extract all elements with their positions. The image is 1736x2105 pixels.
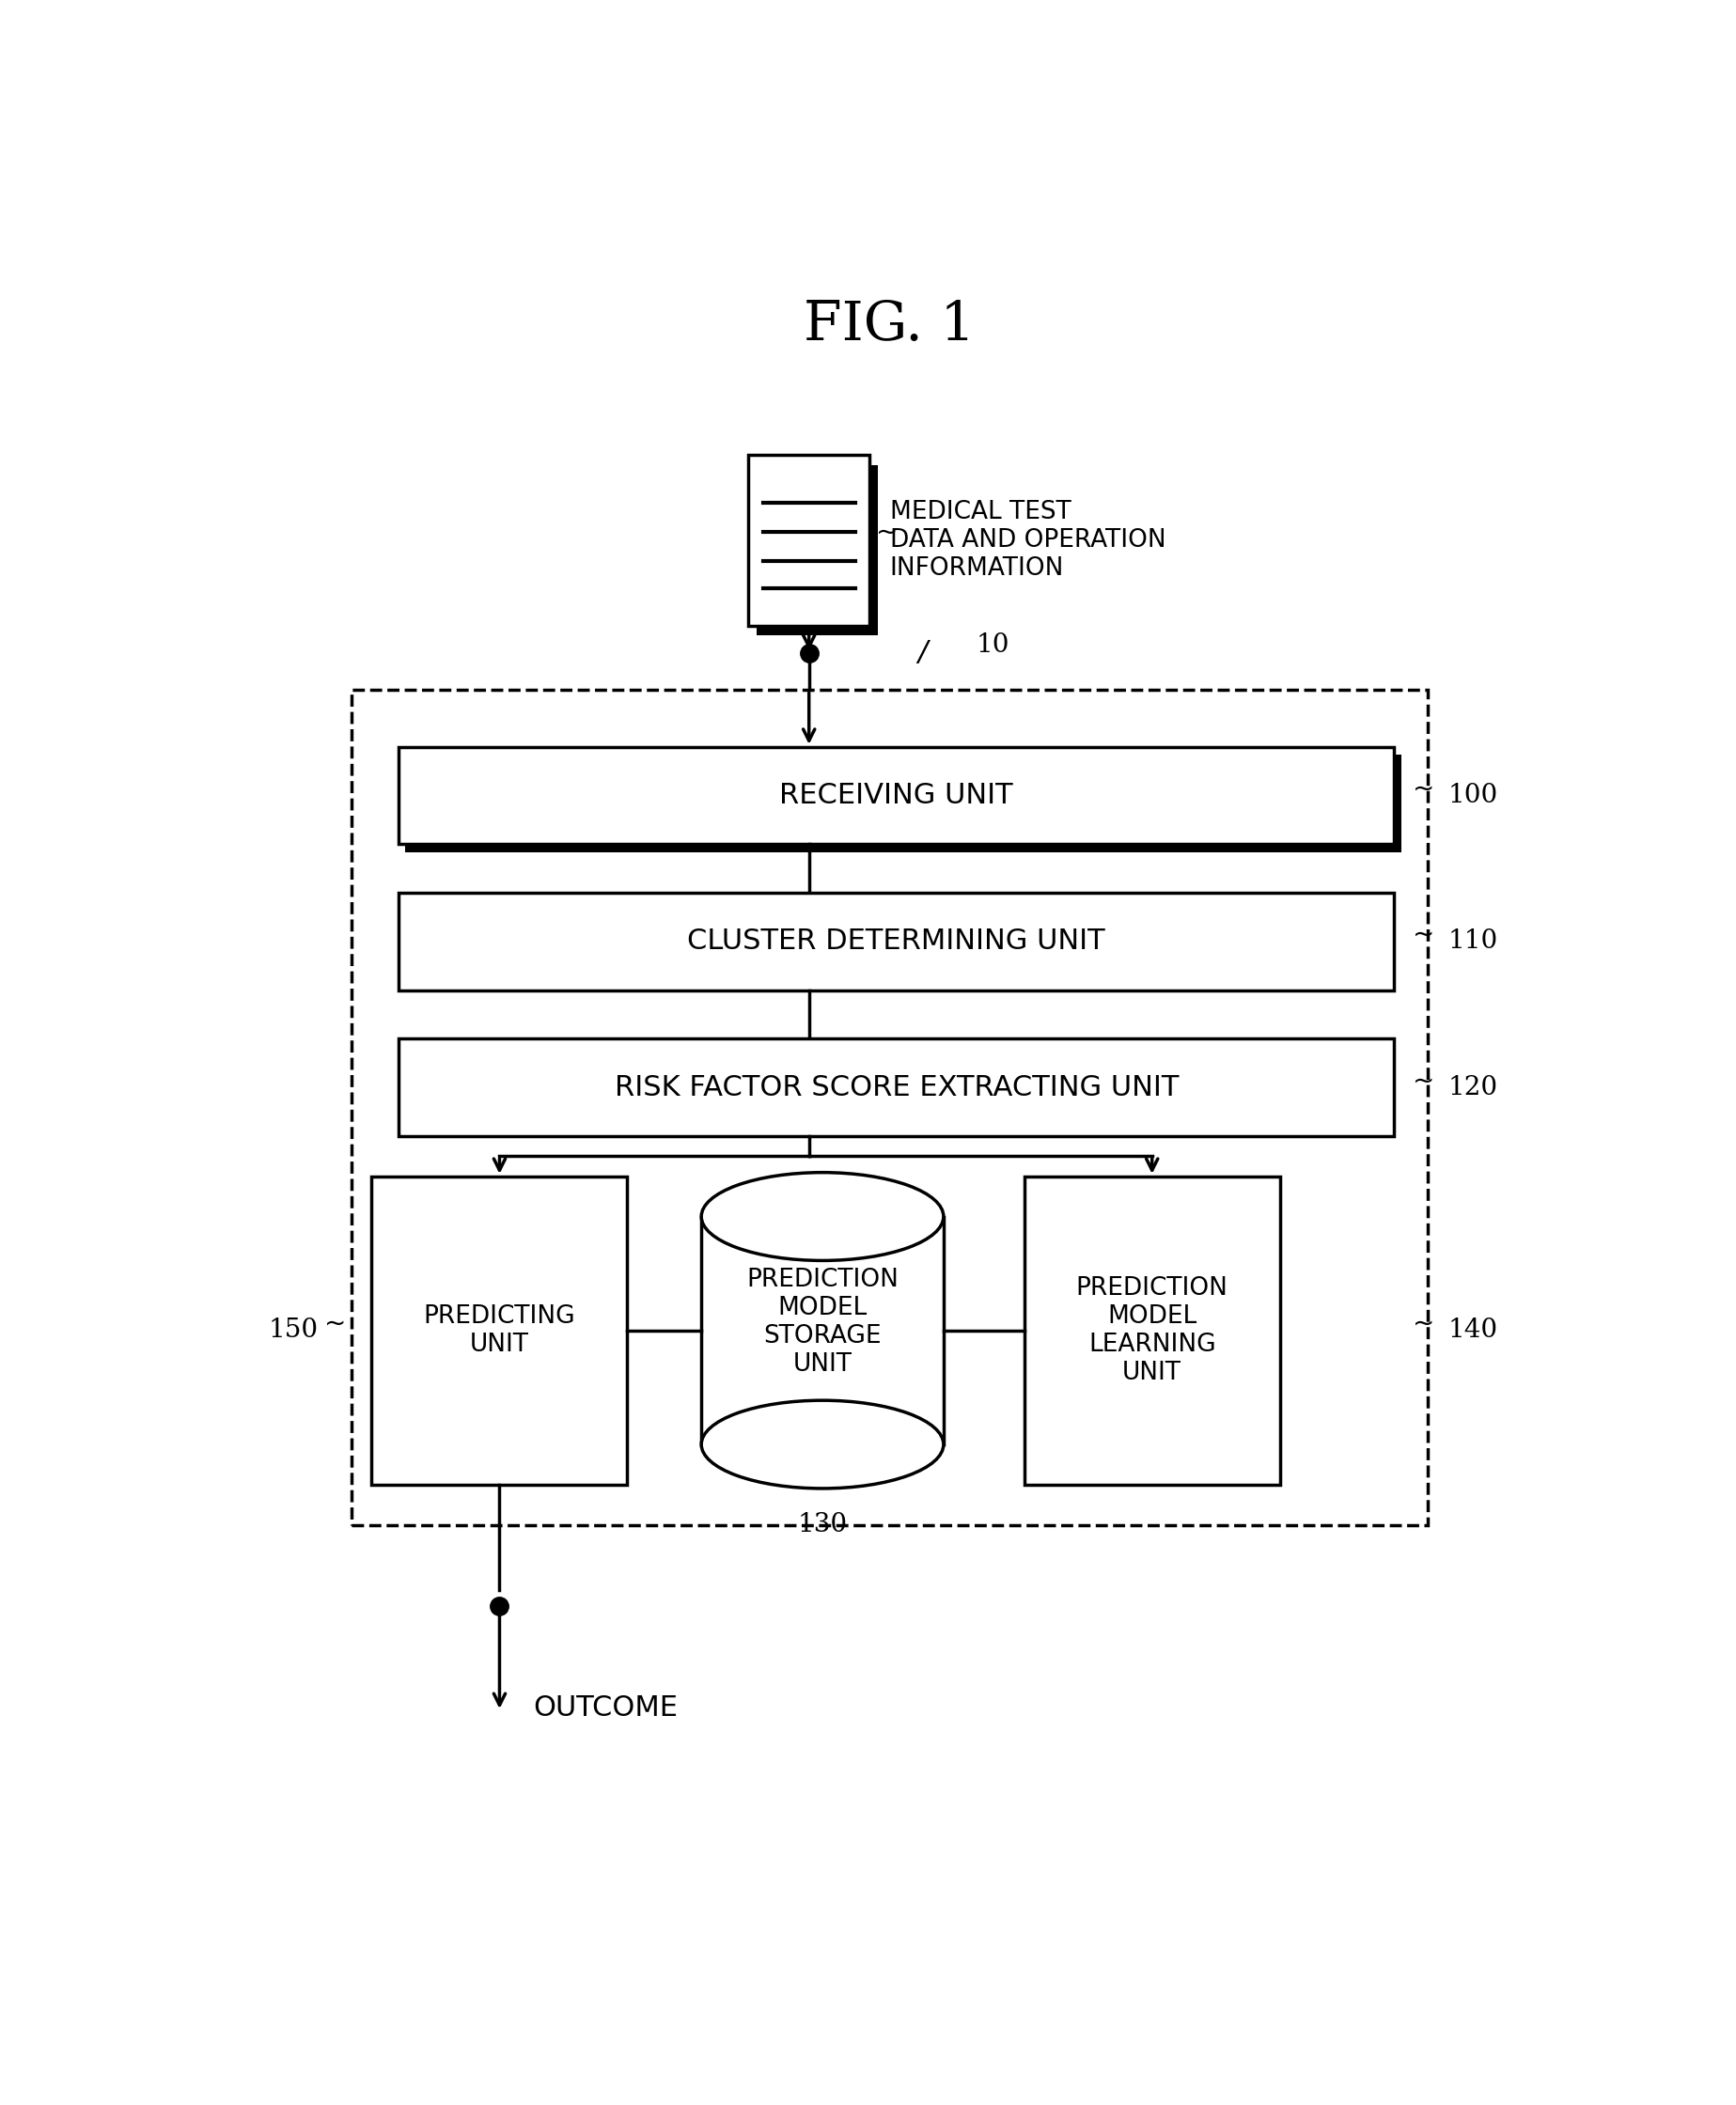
Bar <box>372 1177 627 1484</box>
Text: 130: 130 <box>797 1511 847 1537</box>
Text: 110: 110 <box>1448 928 1498 954</box>
Bar <box>352 690 1429 1524</box>
Text: PREDICTION
MODEL
STORAGE
UNIT: PREDICTION MODEL STORAGE UNIT <box>746 1267 899 1377</box>
Bar <box>399 893 1394 989</box>
Bar <box>399 747 1394 844</box>
Text: ~: ~ <box>1413 1311 1434 1337</box>
Text: ~: ~ <box>1413 777 1434 802</box>
Text: 100: 100 <box>1448 783 1498 808</box>
Bar <box>748 455 870 625</box>
Text: /: / <box>917 638 927 665</box>
Text: 120: 120 <box>1448 1076 1498 1101</box>
Text: PREDICTING
UNIT: PREDICTING UNIT <box>424 1305 576 1358</box>
Text: 10: 10 <box>976 632 1009 657</box>
Text: ~: ~ <box>1413 1067 1434 1095</box>
Bar <box>757 465 878 636</box>
Text: OUTCOME: OUTCOME <box>533 1695 679 1722</box>
Text: FIG. 1: FIG. 1 <box>804 299 976 352</box>
Bar <box>1024 1177 1279 1484</box>
Text: 150: 150 <box>267 1318 318 1343</box>
Text: 140: 140 <box>1448 1318 1498 1343</box>
Ellipse shape <box>701 1172 944 1261</box>
Text: CLUSTER DETERMINING UNIT: CLUSTER DETERMINING UNIT <box>687 928 1106 956</box>
Text: ~: ~ <box>1413 922 1434 947</box>
Bar <box>406 756 1401 853</box>
Text: RISK FACTOR SCORE EXTRACTING UNIT: RISK FACTOR SCORE EXTRACTING UNIT <box>615 1074 1179 1101</box>
Text: MEDICAL TEST
DATA AND OPERATION
INFORMATION: MEDICAL TEST DATA AND OPERATION INFORMAT… <box>889 499 1165 581</box>
Text: ~: ~ <box>877 520 898 545</box>
Ellipse shape <box>701 1400 944 1488</box>
Text: RECEIVING UNIT: RECEIVING UNIT <box>779 781 1014 808</box>
Text: PREDICTION
MODEL
LEARNING
UNIT: PREDICTION MODEL LEARNING UNIT <box>1076 1276 1227 1385</box>
Bar <box>399 1038 1394 1137</box>
Bar <box>701 1217 944 1444</box>
Text: ~: ~ <box>325 1311 347 1337</box>
